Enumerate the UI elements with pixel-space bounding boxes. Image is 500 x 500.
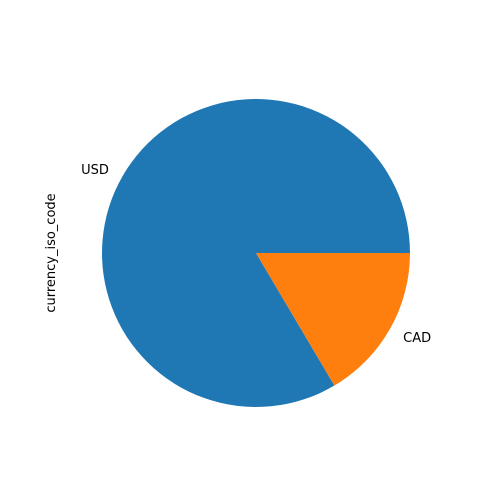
pie-labels: USD CAD (81, 163, 431, 346)
pie-slices (101, 98, 410, 408)
pie-label-usd: USD (81, 163, 109, 178)
pie-slice-usd (101, 98, 410, 408)
pie-slice-cad (256, 253, 410, 386)
y-axis-label: currency_iso_code (44, 193, 59, 312)
pie-label-cad: CAD (403, 331, 431, 346)
